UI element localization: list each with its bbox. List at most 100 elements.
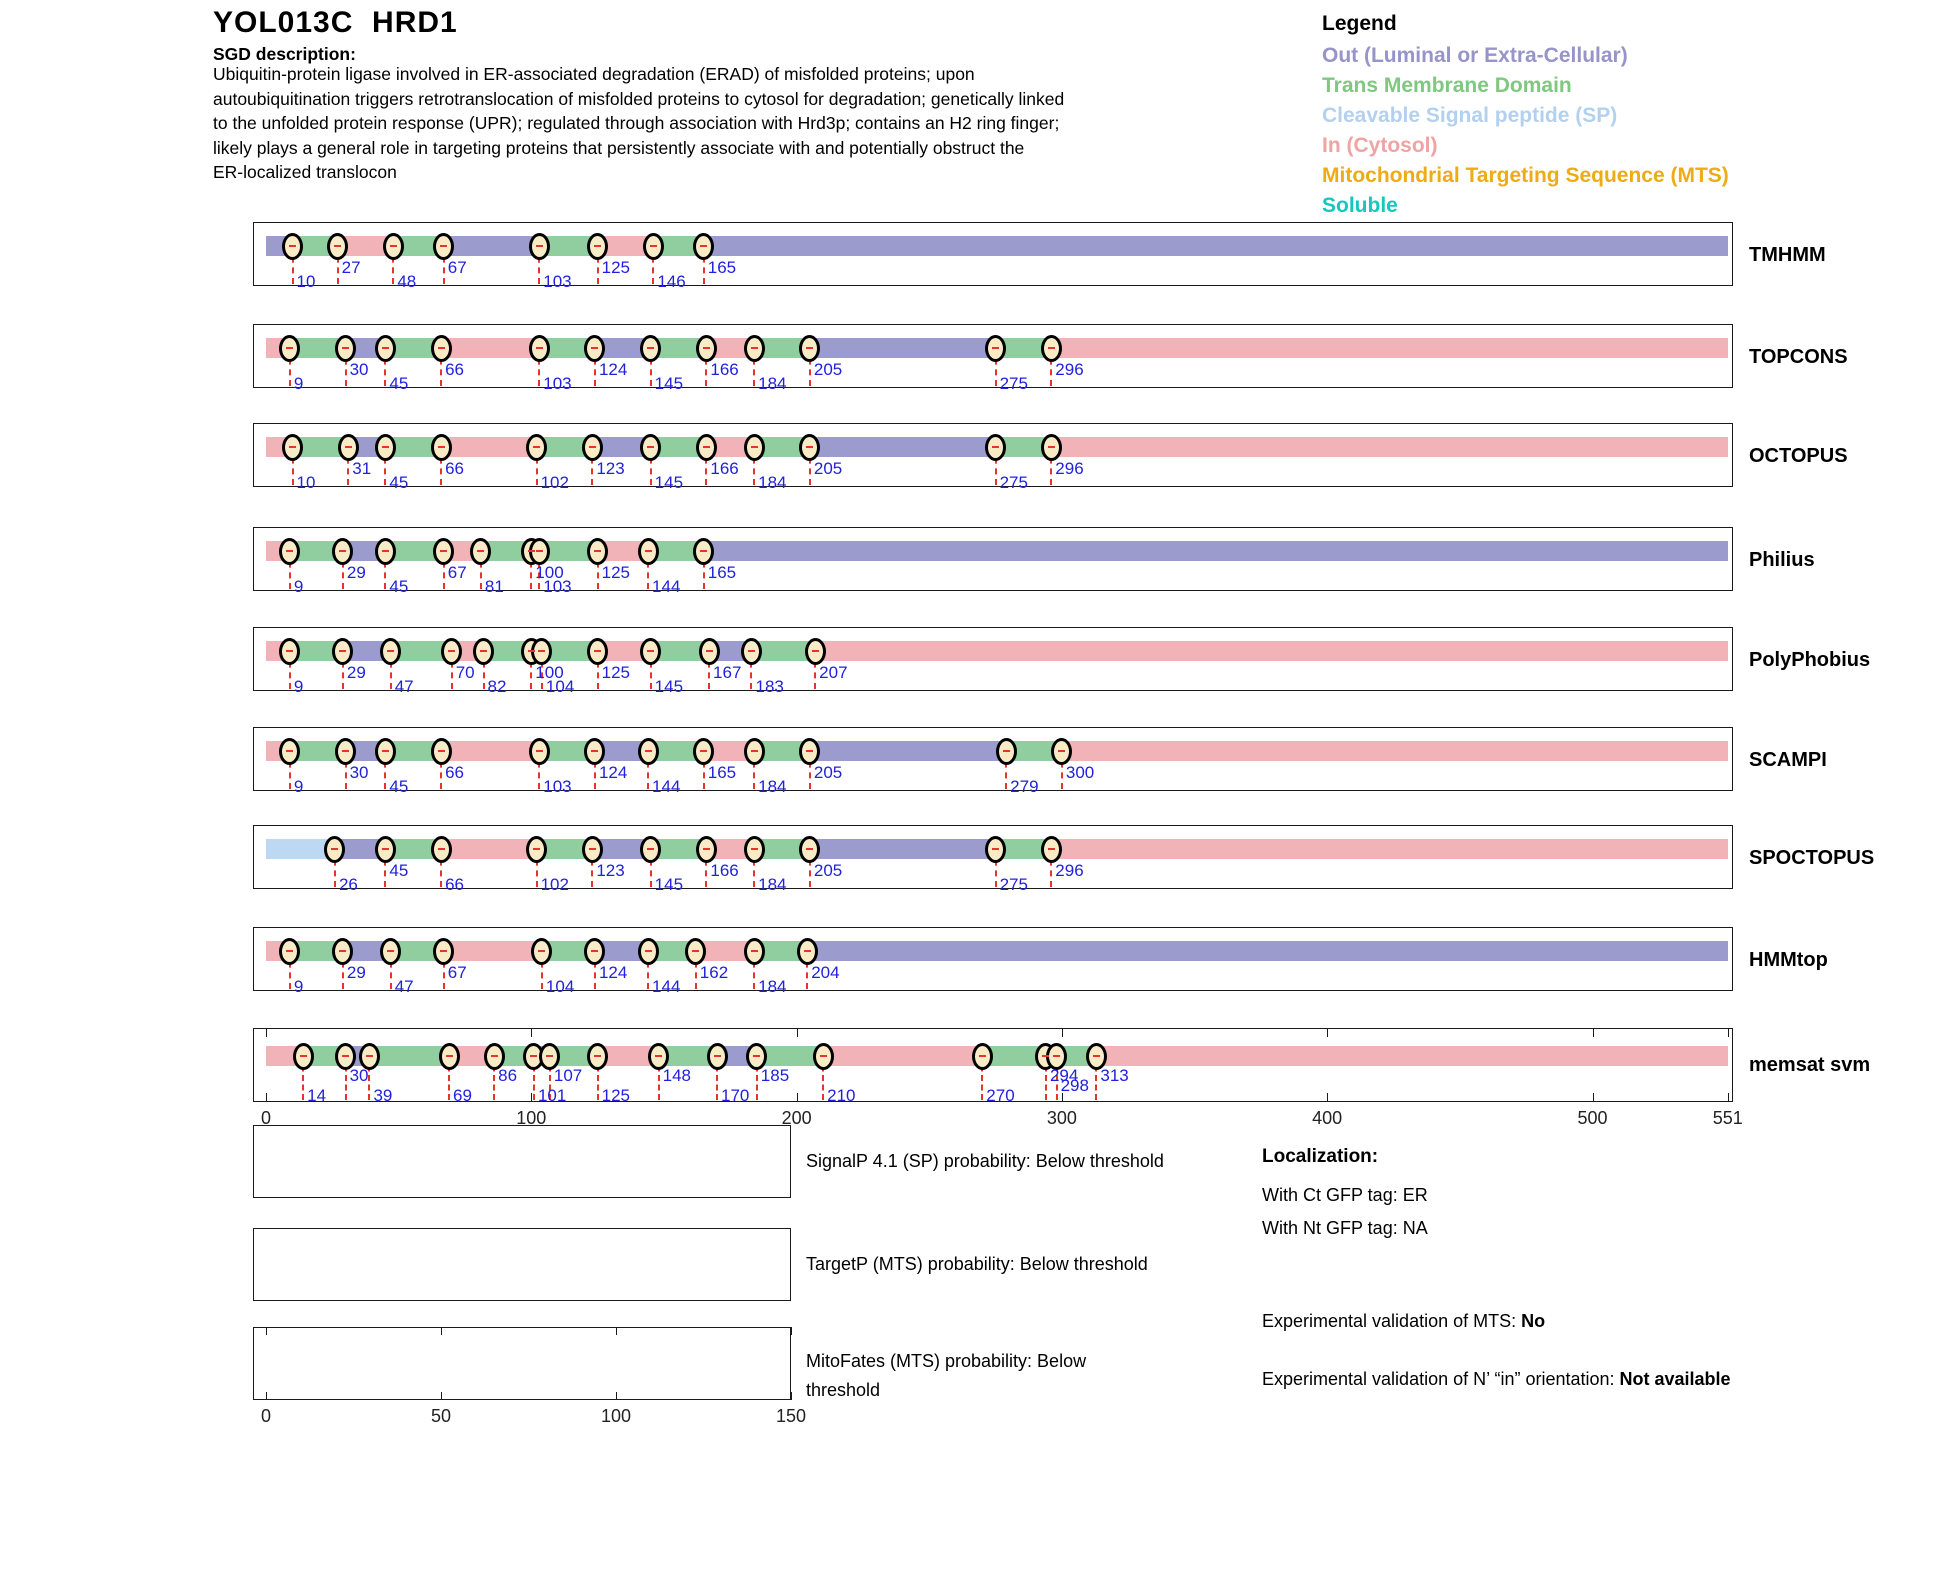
marker-center-dash (591, 750, 599, 752)
boundary-position-label: 66 (445, 459, 465, 478)
boundary-position-label: 47 (394, 977, 414, 996)
axis-tick (531, 1093, 533, 1102)
in-region-segment (441, 839, 537, 859)
marker-center-dash (750, 446, 758, 448)
boundary-position-label: 124 (598, 963, 628, 982)
marker-center-dash (381, 550, 389, 552)
page-title: YOL013C HRD1 (213, 6, 458, 39)
tm-region-segment (385, 541, 444, 561)
axis-tick-label: 200 (781, 1108, 812, 1128)
tm-region-segment (480, 541, 532, 561)
tm-region-segment (751, 641, 816, 661)
boundary-dashed-line (753, 447, 756, 485)
axis-tick (791, 1392, 792, 1400)
boundary-dashed-line (981, 1056, 984, 1100)
marker-center-dash (437, 750, 445, 752)
orientation-validation-value: Not available (1619, 1369, 1731, 1389)
marker-center-dash (490, 1055, 498, 1057)
boundary-dashed-line (596, 651, 599, 689)
boundary-position-label: 184 (758, 473, 787, 492)
orientation-validation-line: Experimental validation of N’ “in” orien… (1262, 1364, 1742, 1394)
marker-center-dash (644, 950, 652, 952)
marker-center-dash (806, 446, 814, 448)
axis-tick (1327, 1093, 1329, 1102)
in-region-segment (449, 1046, 495, 1066)
tm-region-segment (483, 641, 532, 661)
marker-center-dash (342, 347, 350, 349)
boundary-dashed-line (440, 348, 443, 386)
boundary-position-label: 27 (341, 258, 361, 277)
marker-center-dash (289, 245, 297, 247)
marker-center-dash (649, 245, 657, 247)
marker-center-dash (594, 550, 602, 552)
track-label: TOPCONS (1749, 346, 1848, 368)
axis-tick (1727, 1028, 1729, 1037)
marker-center-dash (803, 950, 811, 952)
boundary-dashed-line (808, 447, 811, 485)
boundary-dashed-line (808, 849, 811, 887)
boundary-position-label: 146 (657, 272, 686, 291)
track-frame (253, 324, 1733, 388)
boundary-position-label: 70 (455, 663, 475, 682)
marker-center-dash (992, 446, 1000, 448)
marker-center-dash (546, 1055, 554, 1057)
axis-tick (616, 1327, 617, 1335)
boundary-position-label: 102 (540, 473, 569, 492)
boundary-position-label: 9 (293, 677, 304, 696)
boundary-dashed-line (814, 651, 817, 689)
boundary-position-label: 207 (819, 663, 848, 682)
boundary-dashed-line (538, 348, 541, 386)
ct-gfp-tag-line: With Ct GFP tag: ER (1262, 1185, 1428, 1205)
in-region-segment (597, 641, 651, 661)
tm-region-segment (648, 941, 696, 961)
boundary-position-label: 103 (543, 374, 572, 393)
boundary-dashed-line (649, 651, 652, 689)
boundary-dashed-line (808, 751, 811, 789)
marker-center-dash (437, 347, 445, 349)
marker-center-dash (527, 550, 535, 552)
tm-region-segment (385, 741, 442, 761)
boundary-dashed-line (368, 1056, 371, 1100)
boundary-dashed-line (440, 447, 443, 485)
in-region-segment (597, 1046, 659, 1066)
boundary-position-label: 100 (535, 563, 564, 582)
axis-tick-label: 551 (1712, 1108, 1743, 1128)
boundary-position-label: 185 (760, 1066, 790, 1085)
boundary-position-label: 45 (389, 473, 409, 492)
out-region-segment (809, 437, 996, 457)
tm-region-segment (650, 641, 710, 661)
marker-center-dash (538, 950, 546, 952)
axis-tick (441, 1392, 442, 1400)
boundary-position-label: 67 (447, 963, 467, 982)
boundary-dashed-line (994, 348, 997, 386)
marker-center-dash (992, 347, 1000, 349)
boundary-dashed-line (994, 849, 997, 887)
marker-center-dash (365, 1055, 373, 1057)
marker-center-dash (692, 950, 700, 952)
boundary-position-label: 166 (710, 861, 739, 880)
marker-center-dash (594, 1055, 602, 1057)
out-region-segment (703, 236, 1728, 256)
marker-center-dash (286, 650, 294, 652)
boundary-dashed-line (384, 849, 387, 887)
boundary-position-label: 167 (713, 663, 742, 682)
boundary-dashed-line (1050, 447, 1053, 485)
out-region-segment (592, 839, 651, 859)
axis-tick (1592, 1093, 1594, 1102)
tm-region-segment (754, 941, 808, 961)
marker-center-dash (594, 245, 602, 247)
boundary-dashed-line (649, 447, 652, 485)
track-frame (253, 527, 1733, 591)
boundary-position-label: 124 (598, 360, 628, 379)
boundary-dashed-line (535, 447, 538, 485)
boundary-position-label: 184 (758, 374, 787, 393)
boundary-position-label: 210 (827, 1086, 856, 1105)
boundary-dashed-line (649, 849, 652, 887)
boundary-dashed-line (493, 1056, 496, 1100)
marker-center-dash (978, 1055, 986, 1057)
boundary-position-label: 81 (484, 577, 504, 596)
marker-center-dash (527, 650, 535, 652)
boundary-dashed-line (1055, 1056, 1058, 1100)
nt-gfp-tag-line: With Nt GFP tag: NA (1262, 1218, 1428, 1238)
boundary-dashed-line (647, 951, 650, 989)
